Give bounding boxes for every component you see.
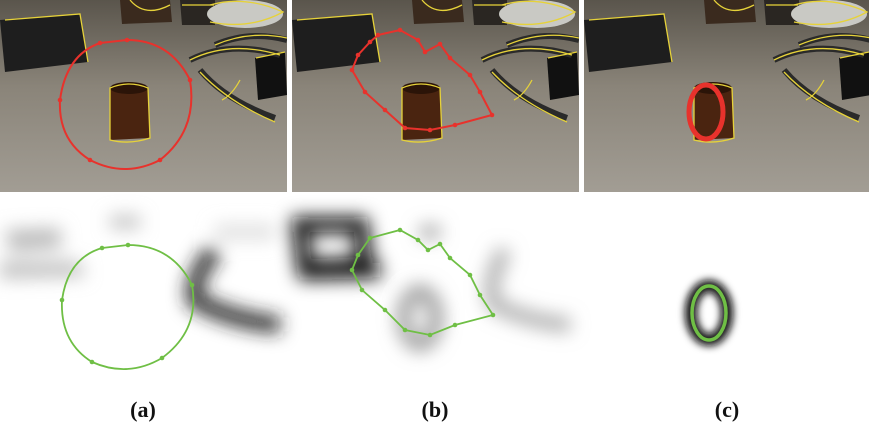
panel-label: (c) bbox=[715, 397, 739, 422]
photo-a bbox=[0, 0, 287, 192]
snake-a bbox=[62, 245, 194, 369]
panel-label: (b) bbox=[422, 397, 449, 422]
photo-c bbox=[584, 0, 869, 192]
snake-b bbox=[352, 230, 493, 335]
panel-label: (a) bbox=[130, 397, 156, 422]
energy-b bbox=[300, 225, 570, 344]
figure: (a) (b) (c) bbox=[0, 0, 869, 430]
energy-a bbox=[0, 222, 280, 325]
page: {"panels": [{"label": "(a)"}, {"label": … bbox=[0, 0, 869, 430]
snake-c bbox=[692, 286, 726, 340]
photo-b bbox=[292, 0, 579, 192]
